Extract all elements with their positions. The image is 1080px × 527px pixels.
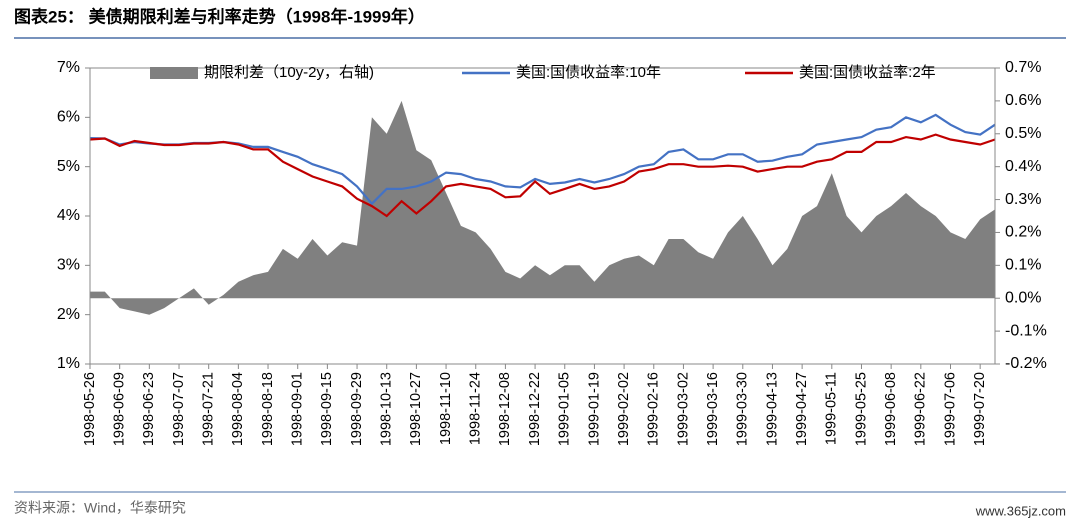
x-tick-label: 1999-04-27 <box>794 372 810 446</box>
x-tick-label: 1999-07-20 <box>972 372 988 446</box>
x-tick-label: 1999-03-02 <box>675 372 691 446</box>
y-tick-label: 4% <box>57 207 80 224</box>
x-tick-label: 1998-11-24 <box>468 372 484 445</box>
x-tick-label: 1998-05-26 <box>82 372 98 446</box>
y-tick-label: 7% <box>57 59 80 76</box>
y-tick-label: 3% <box>57 257 80 274</box>
legend-label: 美国:国债收益率:10年 <box>516 64 661 81</box>
x-tick-label: 1999-06-08 <box>883 372 899 446</box>
x-tick-label: 1999-07-06 <box>942 372 958 446</box>
x-tick-label: 1999-01-05 <box>557 372 573 446</box>
x-tick-label: 1998-09-01 <box>290 372 306 446</box>
x-tick-label: 1998-10-13 <box>379 372 395 446</box>
plot-frame <box>89 67 996 365</box>
x-tick-label: 1998-08-04 <box>230 372 246 446</box>
x-tick-label: 1998-06-23 <box>141 372 157 446</box>
y2-tick-label: 0.0% <box>1005 289 1041 306</box>
watermark: www.365jz.com <box>975 503 1066 518</box>
y2-tick-label: 0.4% <box>1005 158 1041 175</box>
y-tick-label: 6% <box>57 109 80 126</box>
x-tick-label: 1998-10-27 <box>408 372 424 446</box>
x-tick-label: 1999-02-02 <box>616 372 632 446</box>
x-tick-label: 1998-07-07 <box>171 372 187 446</box>
x-tick-label: 1998-11-10 <box>438 372 454 445</box>
source: 资料来源：Wind，华泰研究 <box>14 500 186 516</box>
legend-swatch <box>150 67 198 79</box>
y2-tick-label: 0.6% <box>1005 92 1041 109</box>
yield-line <box>89 133 996 218</box>
x-tick-label: 1999-05-25 <box>853 372 869 446</box>
x-tick-label: 1998-08-18 <box>260 372 276 446</box>
y2-tick-label: 0.7% <box>1005 59 1041 76</box>
x-tick-label: 1999-01-19 <box>586 372 602 446</box>
x-tick-label: 1998-12-22 <box>527 372 543 446</box>
y2-tick-label: -0.2% <box>1005 355 1047 372</box>
y-tick-label: 5% <box>57 158 80 175</box>
x-tick-label: 1998-06-09 <box>112 372 128 446</box>
y2-tick-label: 0.5% <box>1005 125 1041 142</box>
legend-label: 美国:国债收益率:2年 <box>799 64 936 81</box>
y-tick-label: 1% <box>57 355 80 372</box>
y2-tick-label: 0.1% <box>1005 257 1041 274</box>
x-tick-label: 1998-09-29 <box>349 372 365 446</box>
x-tick-label: 1999-04-13 <box>764 372 780 446</box>
x-tick-label: 1998-12-08 <box>497 372 513 446</box>
y2-tick-label: 0.2% <box>1005 224 1041 241</box>
y-tick-label: 2% <box>57 306 80 323</box>
chart-title: 图表25： 美债期限利差与利率走势（1998年-1999年） <box>14 6 425 26</box>
y2-tick-label: -0.1% <box>1005 322 1047 339</box>
x-tick-label: 1999-06-22 <box>913 372 929 446</box>
x-tick-label: 1999-03-16 <box>705 372 721 446</box>
yield-line <box>89 113 996 206</box>
legend-label: 期限利差（10y-2y，右轴) <box>204 64 374 81</box>
spread-area <box>90 100 995 315</box>
x-tick-label: 1999-03-30 <box>735 372 751 446</box>
y2-tick-label: 0.3% <box>1005 191 1041 208</box>
x-tick-label: 1999-05-11 <box>824 372 840 445</box>
x-tick-label: 1999-02-16 <box>646 372 662 446</box>
x-tick-label: 1998-07-21 <box>201 372 217 446</box>
x-tick-label: 1998-09-15 <box>319 372 335 446</box>
